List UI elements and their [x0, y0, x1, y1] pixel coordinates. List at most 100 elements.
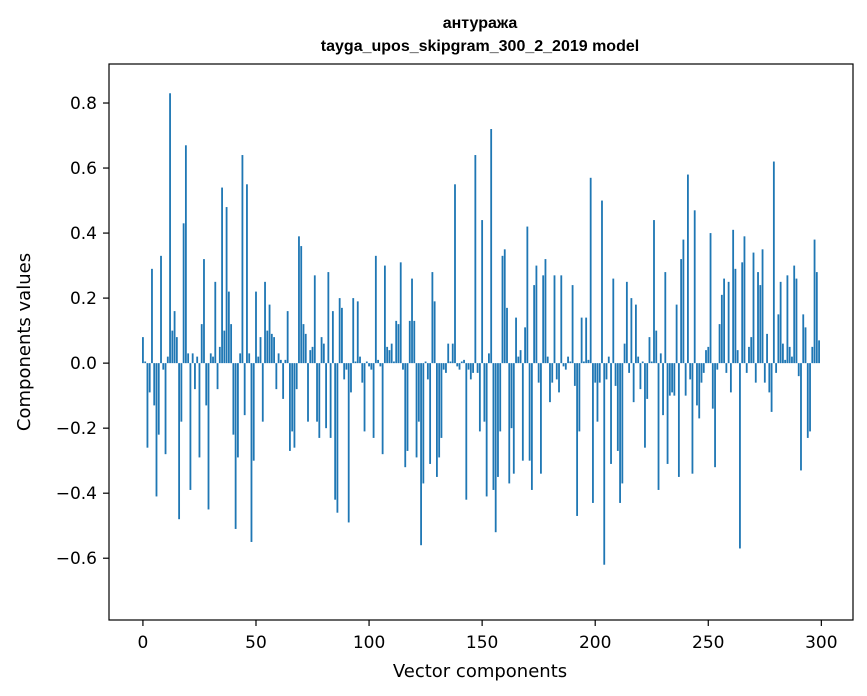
bar: [164, 363, 167, 455]
bar: [411, 278, 413, 364]
bar: [399, 262, 402, 364]
bar: [379, 363, 382, 367]
bar: [175, 337, 178, 364]
bar: [393, 361, 395, 364]
bar: [585, 317, 588, 364]
bar: [424, 361, 427, 364]
bar: [528, 363, 531, 461]
bar: [492, 363, 495, 490]
bar: [440, 363, 443, 438]
bar: [775, 363, 778, 373]
bar: [169, 93, 171, 364]
bar: [506, 307, 508, 364]
bar: [248, 353, 251, 364]
bar: [458, 363, 461, 370]
bar: [779, 281, 782, 364]
bar: [313, 275, 316, 364]
bar: [526, 226, 529, 364]
chart-subtitle: tayga_upos_skipgram_300_2_2019 model: [321, 38, 639, 55]
bar: [250, 363, 253, 542]
bar: [460, 361, 463, 364]
bar: [225, 207, 228, 364]
bar: [184, 145, 187, 364]
bar: [537, 363, 540, 383]
bar: [499, 363, 502, 432]
bar: [449, 361, 452, 364]
bar: [720, 294, 723, 364]
bar: [307, 363, 309, 422]
bar: [239, 353, 242, 364]
bar: [515, 317, 517, 364]
bar: [655, 330, 658, 364]
bar: [298, 236, 300, 364]
bar: [519, 350, 522, 364]
bar: [442, 363, 445, 370]
bar: [397, 324, 400, 364]
bar: [488, 353, 490, 364]
bar: [551, 363, 554, 383]
bar: [614, 363, 617, 386]
bar: [671, 363, 673, 393]
bar: [553, 275, 556, 364]
bar: [800, 363, 802, 471]
bar: [374, 255, 377, 364]
bar: [463, 359, 465, 364]
bar: [802, 314, 805, 364]
bar: [209, 353, 212, 364]
bar: [155, 363, 158, 497]
bar: [653, 220, 655, 364]
bar: [395, 320, 398, 364]
x-axis-label: Vector components: [393, 661, 567, 682]
bar: [408, 320, 411, 364]
bar: [680, 259, 683, 364]
y-tick-label: 0.4: [70, 224, 97, 244]
bar: [322, 343, 325, 364]
bar: [607, 356, 610, 364]
bar: [619, 363, 621, 503]
bar: [302, 324, 305, 364]
y-axis-label: Components values: [14, 253, 35, 431]
bar: [564, 363, 567, 370]
bar: [429, 363, 432, 464]
bar: [218, 346, 221, 364]
bar: [569, 361, 572, 364]
bar: [237, 363, 239, 458]
bar: [560, 275, 563, 364]
bar: [334, 363, 337, 500]
bar: [743, 236, 746, 364]
bar: [388, 350, 391, 364]
bar: [363, 363, 366, 432]
bar: [524, 327, 526, 364]
bar: [456, 363, 459, 367]
bar: [648, 337, 651, 364]
bar: [603, 363, 606, 565]
x-axis-ticks: 0 50 100 150 200 250 300: [138, 620, 838, 653]
bar: [621, 363, 624, 484]
y-tick-label: −0.6: [56, 549, 97, 569]
bar: [562, 363, 565, 367]
bar: [684, 363, 687, 396]
bar: [354, 361, 357, 364]
bar: [732, 229, 735, 364]
bar: [544, 259, 547, 364]
bar: [481, 220, 484, 364]
bar: [320, 337, 323, 364]
x-tick-label: 50: [245, 633, 267, 653]
bar: [436, 363, 438, 477]
bar: [365, 361, 368, 364]
bar: [227, 291, 230, 364]
bar: [709, 233, 712, 364]
bar: [677, 363, 680, 477]
bar: [589, 177, 592, 364]
bar: [517, 356, 520, 364]
bar: [336, 363, 339, 513]
bar: [546, 356, 549, 364]
bar: [151, 268, 153, 364]
bar: [512, 363, 515, 474]
bar: [736, 350, 739, 364]
bar: [200, 324, 203, 364]
bar: [521, 363, 524, 461]
bar: [289, 363, 291, 451]
bar: [232, 363, 235, 435]
bar: [628, 363, 631, 373]
